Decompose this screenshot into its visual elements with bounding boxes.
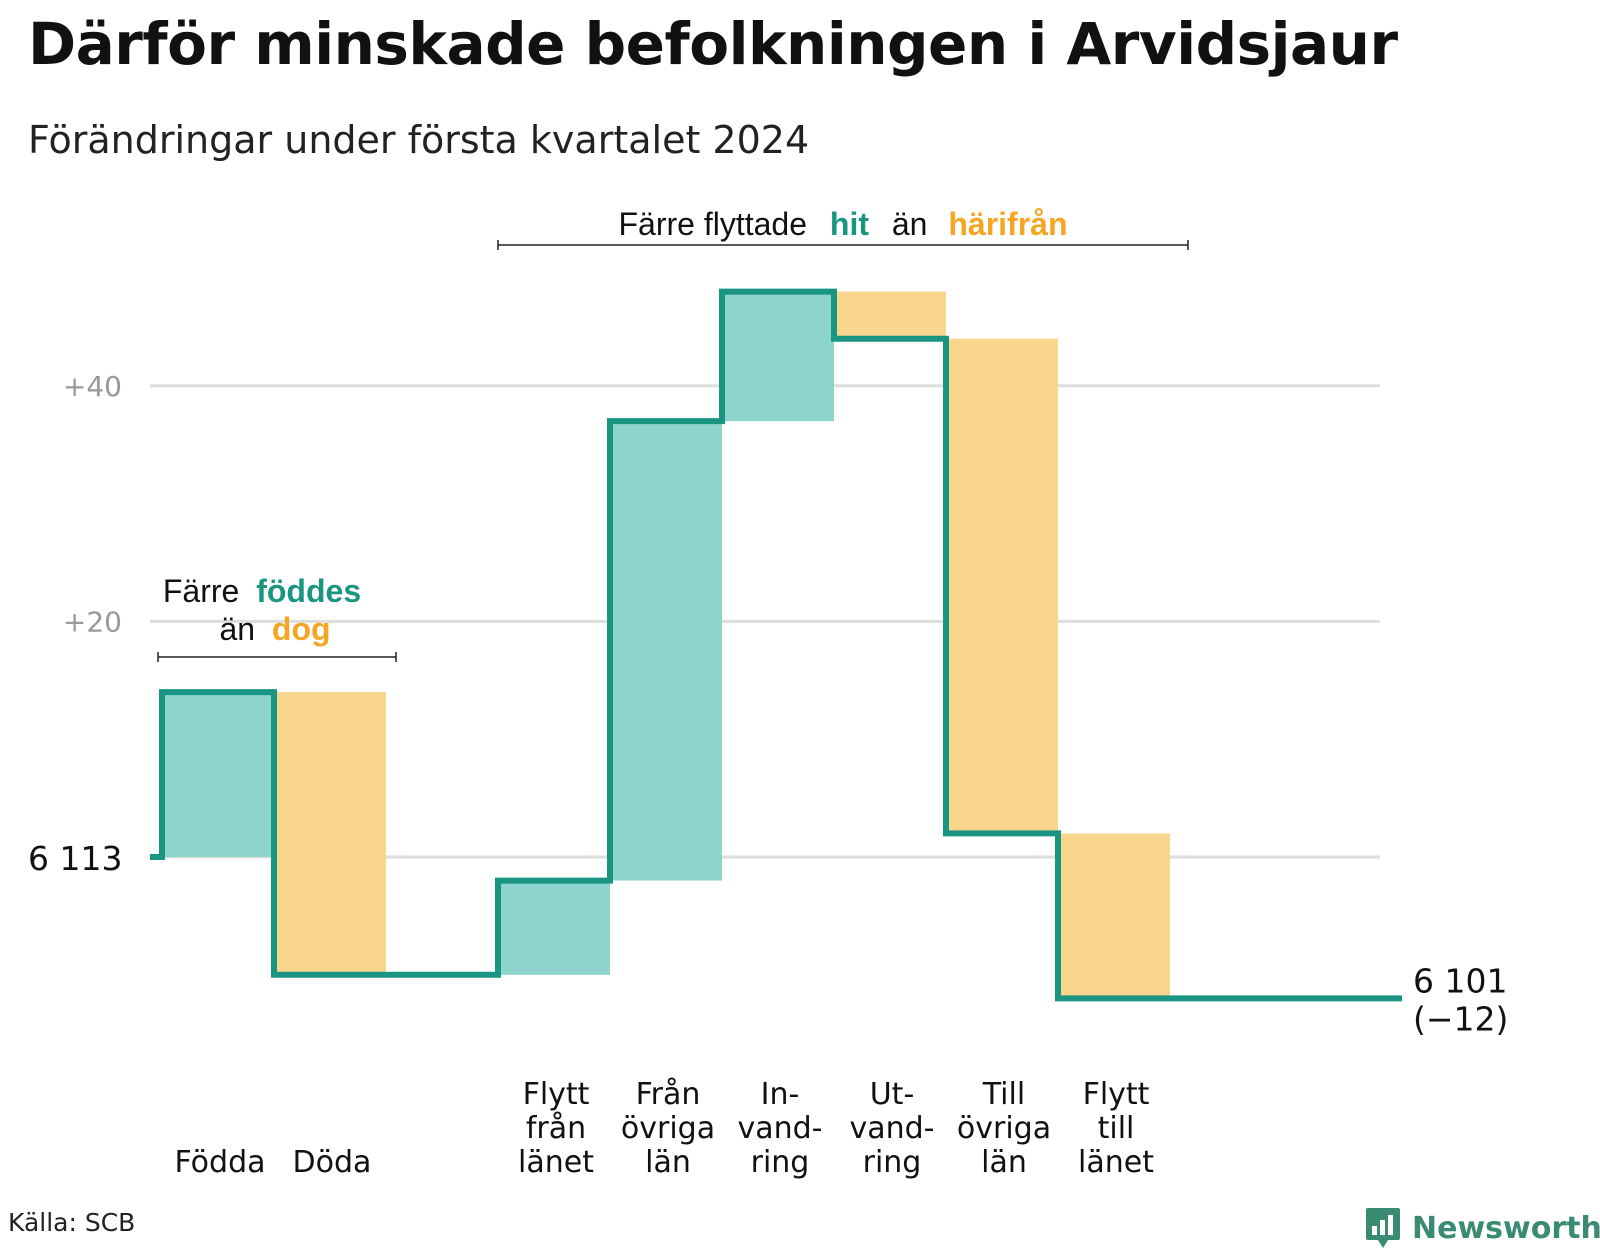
- x-tick-label: län: [981, 1145, 1027, 1180]
- chart-subtitle: Förändringar under första kvartalet 2024: [28, 118, 810, 162]
- end-change-label: (−12): [1413, 999, 1508, 1038]
- bar-decrease: [1058, 833, 1170, 999]
- bars: [162, 291, 1170, 999]
- bar-increase: [162, 692, 274, 857]
- bar-decrease: [946, 338, 1058, 834]
- source-note: Källa: SCB: [8, 1208, 136, 1237]
- x-tick-label: övriga: [957, 1111, 1051, 1146]
- x-tick-label: län: [645, 1145, 691, 1180]
- x-tick-label: ring: [863, 1145, 922, 1180]
- bar-decrease: [834, 291, 946, 339]
- x-tick-label: Till: [982, 1077, 1025, 1112]
- svg-text:Färre föddes: Färre föddes: [163, 573, 361, 609]
- x-tick-label: från: [526, 1111, 586, 1146]
- annotation-natural-highlight: föddes: [256, 573, 361, 609]
- x-tick-label: Ut-: [870, 1077, 915, 1112]
- annotation-natural-highlight2: dog: [272, 611, 331, 647]
- x-tick-label: länet: [518, 1145, 594, 1180]
- x-tick-label: Döda: [293, 1145, 372, 1180]
- bar-increase: [722, 291, 834, 422]
- y-tick-label: +20: [63, 605, 122, 638]
- x-tick-label: vand-: [849, 1111, 934, 1146]
- x-tick-label: Flytt: [1083, 1077, 1150, 1112]
- chart-title: Därför minskade befolkningen i Arvidsjau…: [28, 10, 1398, 78]
- x-tick-label: Från: [636, 1077, 701, 1112]
- x-tick-label: Födda: [174, 1145, 265, 1180]
- annotation-migration-harifran: härifrån: [948, 206, 1067, 242]
- bar-decrease: [274, 692, 386, 975]
- annotation-migration-prefix: Färre flyttade: [618, 206, 807, 242]
- labels: Födda DödaFlyttfrånlänetFrånövrigalänIn-v…: [28, 839, 1508, 1180]
- svg-text:Färre flyttade hit: Färre flyttade hit än härifrån: [618, 206, 1067, 242]
- brand-name: Newsworthy: [1412, 1210, 1600, 1246]
- bar-increase: [610, 421, 722, 881]
- cumulative-step-line: [150, 288, 1402, 1002]
- y-tick-label: +40: [63, 370, 122, 403]
- annotation-migration: Färre flyttade hit än härifrån: [497, 206, 1189, 250]
- annotation-natural-prefix2: än: [219, 611, 255, 647]
- newsworthy-logo-icon: [1366, 1208, 1400, 1248]
- x-tick-label: ring: [751, 1145, 810, 1180]
- annotation-migration-bracket: [497, 240, 1189, 250]
- brand-logo: Newsworthy: [1364, 1206, 1600, 1250]
- bar-increase: [498, 880, 610, 975]
- svg-text:än dog: än dog: [219, 611, 330, 647]
- step-line: [150, 288, 1402, 1002]
- start-value-label: 6 113: [28, 839, 122, 878]
- annotation-natural-bracket: [157, 652, 397, 662]
- annotation-migration-middle: än: [892, 206, 928, 242]
- x-tick-label: Flytt: [523, 1077, 590, 1112]
- end-value-label: 6 101: [1413, 961, 1507, 1000]
- annotation-migration-hit: hit: [830, 206, 869, 242]
- x-tick-label: länet: [1078, 1145, 1154, 1180]
- x-tick-label: övriga: [621, 1111, 715, 1146]
- annotation-natural: Färre föddes än dog: [157, 573, 397, 662]
- x-tick-label: In-: [761, 1077, 800, 1112]
- x-tick-label: till: [1098, 1111, 1135, 1146]
- x-tick-label: vand-: [737, 1111, 822, 1146]
- annotation-natural-prefix: Färre: [163, 573, 239, 609]
